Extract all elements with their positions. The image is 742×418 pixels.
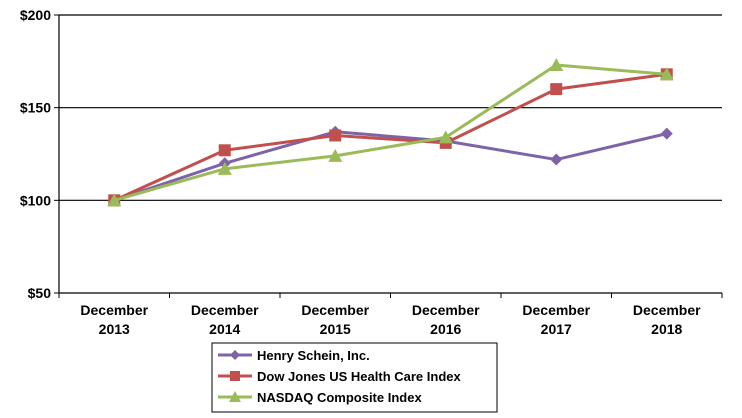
data-point-square	[329, 129, 342, 142]
data-point-diamond	[230, 350, 240, 360]
y-tick-label: $100	[20, 192, 51, 208]
data-point-triangle	[217, 161, 232, 175]
legend-item: NASDAQ Composite Index	[218, 390, 422, 405]
legend-label: Henry Schein, Inc.	[257, 348, 370, 363]
y-tick-label: $50	[28, 285, 52, 301]
x-tick-label-line: December	[633, 302, 701, 318]
x-tick-label: December 2013	[80, 302, 148, 337]
legend: Henry Schein, Inc. Dow Jones US Health Ca…	[211, 342, 498, 413]
y-tick-label: $150	[20, 100, 51, 116]
x-tick-label-line: 2014	[209, 321, 240, 337]
x-tick-label-line: 2016	[430, 321, 461, 337]
data-point-triangle	[107, 193, 122, 207]
y-tick-label: $200	[20, 7, 51, 23]
axes	[54, 14, 723, 298]
series-2	[107, 58, 674, 207]
x-tick-label-line: 2015	[320, 321, 351, 337]
legend-label: NASDAQ Composite Index	[257, 390, 422, 405]
legend-label: Dow Jones US Health Care Index	[257, 369, 461, 384]
x-tick-label-line: December	[412, 302, 480, 318]
x-tick-label-line: 2013	[99, 321, 130, 337]
series-lines	[107, 58, 674, 207]
series-line	[113, 63, 667, 202]
data-point-diamond	[660, 127, 673, 140]
x-tick-label-line: December	[522, 302, 590, 318]
data-point-triangle	[659, 67, 674, 81]
legend-item: Dow Jones US Health Care Index	[218, 369, 461, 384]
data-point-square	[550, 83, 563, 96]
legend-box	[211, 342, 498, 413]
data-point-triangle	[438, 130, 453, 144]
x-tick-label-line: December	[80, 302, 148, 318]
x-tick-label-line: 2017	[541, 321, 572, 337]
x-tick-label: December 2016	[412, 302, 480, 337]
x-tick-label: December 2017	[522, 302, 590, 337]
data-point-triangle	[229, 391, 241, 402]
y-tick-labels: $50 $100 $150 $200	[20, 7, 51, 301]
legend-item: Henry Schein, Inc.	[218, 348, 370, 363]
data-point-square	[230, 371, 240, 381]
data-point-diamond	[550, 153, 563, 166]
series-line	[113, 72, 667, 202]
data-point-square	[218, 144, 231, 157]
x-tick-label: December 2018	[633, 302, 701, 337]
x-tick-label-line: December	[191, 302, 259, 318]
series-line	[113, 130, 668, 202]
data-point-triangle	[549, 58, 564, 72]
data-point-triangle	[328, 148, 343, 162]
x-tick-label-line: 2018	[651, 321, 682, 337]
gridlines	[59, 14, 722, 294]
x-tick-label: December 2014	[191, 302, 259, 337]
x-tick-label: December 2015	[301, 302, 369, 337]
x-tick-label-line: December	[301, 302, 369, 318]
